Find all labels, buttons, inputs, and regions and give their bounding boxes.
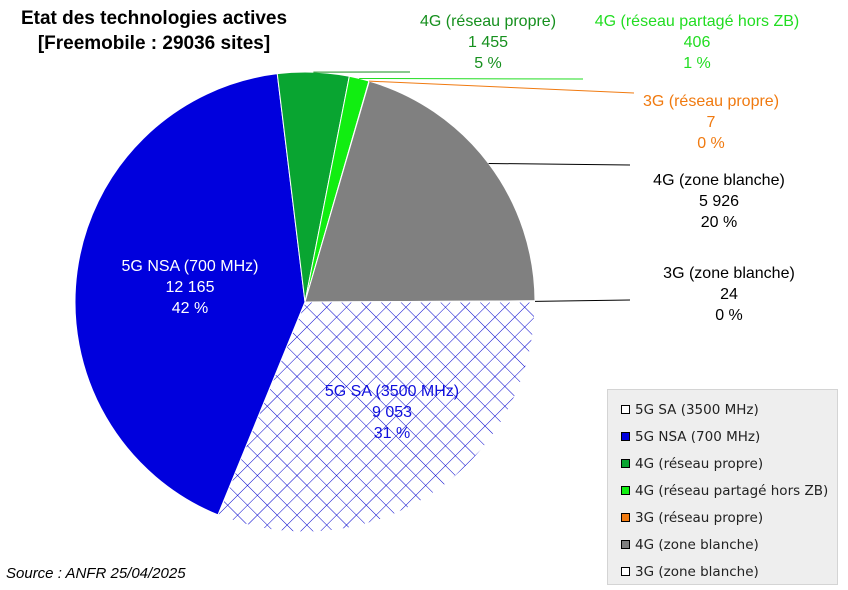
legend-swatch: [621, 513, 630, 522]
legend-item-3g-r-seau-propre: 3G (réseau propre): [608, 504, 837, 531]
data-label-percent-4g-zone-blanche: 20 %: [701, 214, 737, 231]
legend: 5G SA (3500 MHz) 5G NSA (700 MHz) 4G (rése…: [607, 389, 838, 585]
chart-title-line1: Etat des technologies actives: [20, 8, 288, 29]
legend-item-3g-zone-blanche: 3G (zone blanche): [608, 558, 837, 585]
legend-label: 3G (zone blanche): [635, 563, 759, 580]
legend-item-4g-r-seau-partag-hors-zb: 4G (réseau partagé hors ZB): [608, 477, 837, 504]
data-label-value-5g-sa-3500-mhz: 9 053: [372, 404, 412, 421]
legend-label: 4G (zone blanche): [635, 536, 759, 553]
legend-item-4g-zone-blanche: 4G (zone blanche): [608, 531, 837, 558]
leader-line-4g-zone-blanche: [488, 162, 631, 166]
data-label-name-5g-nsa-700-mhz: 5G NSA (700 MHz): [122, 258, 259, 275]
legend-label: 4G (réseau propre): [635, 455, 764, 472]
legend-label: 4G (réseau partagé hors ZB): [635, 482, 829, 499]
legend-item-4g-r-seau-propre: 4G (réseau propre): [608, 450, 837, 477]
data-label-name-4g-r-seau-partag-hors-zb: 4G (réseau partagé hors ZB): [595, 13, 800, 30]
legend-item-5g-sa-3500-mhz: 5G SA (3500 MHz): [608, 396, 837, 423]
data-label-name-5g-sa-3500-mhz: 5G SA (3500 MHz): [325, 383, 459, 400]
data-label-value-3g-zone-blanche: 24: [720, 286, 738, 303]
leader-line-3g-r-seau-propre: [369, 80, 635, 94]
pie-slice-5g-nsa-700-mhz: [74, 73, 306, 516]
legend-swatch: [621, 432, 630, 441]
legend-label: 3G (réseau propre): [635, 509, 764, 526]
data-label-value-4g-r-seau-propre: 1 455: [468, 34, 508, 51]
legend-swatch: [621, 540, 630, 549]
data-label-percent-3g-r-seau-propre: 0 %: [697, 135, 725, 152]
legend-label: 5G NSA (700 MHz): [635, 428, 761, 445]
data-label-percent-4g-r-seau-propre: 5 %: [474, 55, 502, 72]
data-label-name-4g-r-seau-propre: 4G (réseau propre): [420, 13, 556, 30]
legend-swatch: [621, 459, 630, 468]
data-label-name-3g-zone-blanche: 3G (zone blanche): [663, 265, 795, 282]
legend-swatch: [621, 486, 630, 495]
data-label-percent-5g-sa-3500-mhz: 31 %: [374, 425, 410, 442]
data-label-percent-4g-r-seau-partag-hors-zb: 1 %: [683, 55, 711, 72]
legend-swatch: [621, 405, 630, 414]
data-label-value-5g-nsa-700-mhz: 12 165: [166, 279, 215, 296]
data-label-name-4g-zone-blanche: 4G (zone blanche): [653, 172, 785, 189]
data-label-name-3g-r-seau-propre: 3G (réseau propre): [643, 93, 779, 110]
chart-title-line2: [Freemobile : 29036 sites]: [37, 33, 271, 54]
data-label-percent-5g-nsa-700-mhz: 42 %: [172, 300, 208, 317]
legend-swatch: [621, 567, 630, 576]
leader-line-4g-r-seau-partag-hors-zb: [359, 77, 584, 80]
legend-item-5g-nsa-700-mhz: 5G NSA (700 MHz): [608, 423, 837, 450]
data-label-value-4g-r-seau-partag-hors-zb: 406: [684, 34, 711, 51]
legend-label: 5G SA (3500 MHz): [635, 401, 759, 418]
data-label-value-3g-r-seau-propre: 7: [707, 114, 716, 131]
data-label-value-4g-zone-blanche: 5 926: [699, 193, 739, 210]
chart-title: Etat des technologies actives [Freemobil…: [4, 6, 304, 56]
data-label-percent-3g-zone-blanche: 0 %: [715, 307, 743, 324]
pie-slice-5g-sa-3500-mhz: [217, 301, 536, 533]
leader-line-3g-zone-blanche: [534, 299, 631, 302]
source-note: Source : ANFR 25/04/2025: [6, 565, 186, 582]
